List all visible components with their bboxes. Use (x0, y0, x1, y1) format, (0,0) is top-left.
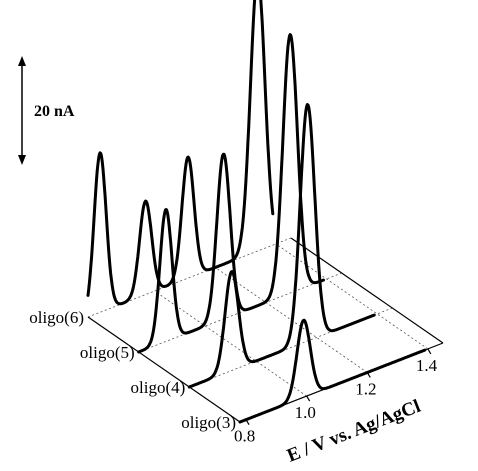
series-trace (187, 103, 376, 389)
series-label: oligo(6) (29, 308, 84, 327)
series-label: oligo(4) (131, 378, 186, 397)
labels-layer: 0.8 1.0 1.2 1.4 oligo(6) oligo(5) oligo(4) olig… (29, 308, 437, 446)
series-trace (86, 0, 275, 306)
x-tick-label: 1.4 (416, 356, 438, 375)
traces-layer (86, 0, 427, 424)
scale-bar-arrow-down-icon (18, 155, 26, 165)
x-tick-label: 1.2 (355, 379, 376, 398)
frame-left-edge (87, 316, 241, 423)
scale-bar-label: 20 nA (34, 103, 75, 120)
scale-bar-arrow-up-icon (18, 56, 26, 66)
grid-line-x (215, 267, 368, 373)
x-tick-mark (306, 395, 311, 402)
x-tick-label: 0.8 (234, 427, 255, 446)
series-trace (137, 33, 325, 354)
x-tick-label: 1.0 (295, 403, 316, 422)
series-label: oligo(5) (80, 343, 135, 362)
grid-line-x (154, 290, 307, 397)
series-trace (238, 318, 427, 424)
frame-right-edge (290, 237, 444, 344)
scale-bar: 20 nA (18, 56, 75, 165)
grid-line-x (275, 243, 429, 350)
series-label: oligo(3) (181, 413, 236, 432)
grid-layer (87, 237, 429, 397)
x-tick-mark (427, 348, 432, 355)
